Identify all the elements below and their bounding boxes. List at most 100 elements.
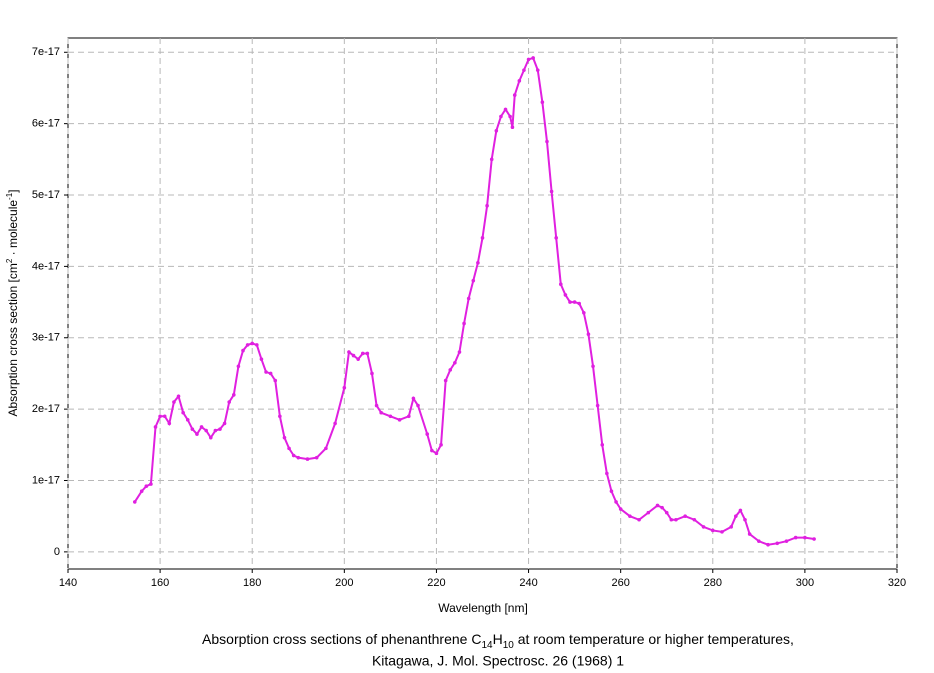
data-point <box>572 300 577 304</box>
data-point <box>568 300 572 304</box>
data-point <box>139 489 144 494</box>
data-point <box>605 471 609 476</box>
data-point <box>489 157 494 162</box>
data-point <box>347 350 351 354</box>
data-point <box>793 535 798 540</box>
data-point <box>595 403 600 408</box>
y-axis-label: Absorption cross section [cm2 · molecule… <box>5 189 21 416</box>
data-point <box>476 261 480 265</box>
data-point <box>812 537 816 541</box>
data-point <box>738 508 743 513</box>
data-point <box>499 114 503 119</box>
data-point <box>582 310 586 315</box>
data-point <box>743 517 747 522</box>
data-point <box>586 332 591 336</box>
data-point <box>540 100 545 105</box>
data-point <box>333 421 337 426</box>
title-sub: 14 <box>481 640 493 651</box>
data-point <box>522 68 526 72</box>
data-point <box>314 455 319 460</box>
title-part: Absorption cross sections of phenanthren… <box>202 631 481 647</box>
data-point <box>669 517 674 522</box>
x-tick-label: 300 <box>796 577 814 589</box>
data-point <box>439 443 443 447</box>
data-point <box>710 528 715 533</box>
data-point <box>360 351 365 356</box>
chart-title: Absorption cross sections of phenanthren… <box>202 631 794 651</box>
data-point <box>222 421 227 426</box>
y-tick-label: 6e-17 <box>32 118 60 130</box>
title-part: H <box>493 631 503 647</box>
y-tick-label: 7e-17 <box>32 46 60 58</box>
data-point <box>747 532 752 536</box>
data-point <box>480 236 485 240</box>
data-point <box>510 125 515 130</box>
data-point <box>734 514 738 518</box>
data-point <box>250 341 255 346</box>
data-point <box>199 425 204 429</box>
data-point <box>370 371 374 376</box>
data-point <box>549 189 554 194</box>
data-point <box>646 510 651 515</box>
data-line <box>133 56 815 546</box>
data-point <box>232 393 236 397</box>
data-point <box>416 403 420 408</box>
data-point <box>153 425 158 429</box>
data-point <box>430 448 434 453</box>
data-point <box>655 503 660 508</box>
data-point <box>683 514 687 518</box>
x-axis-label: Wavelength [nm] <box>438 601 528 615</box>
x-tick-label: 200 <box>335 577 353 589</box>
data-point <box>305 457 310 461</box>
data-point <box>614 500 618 504</box>
data-point <box>190 427 195 431</box>
data-point <box>236 364 241 369</box>
data-point <box>628 514 632 518</box>
data-point <box>443 378 448 383</box>
data-point <box>144 484 149 489</box>
data-point <box>531 56 535 60</box>
data-point <box>609 489 614 494</box>
data-point <box>618 507 623 511</box>
data-point <box>185 418 190 422</box>
data-point <box>204 428 208 433</box>
data-point <box>342 385 347 390</box>
x-tick-label: 140 <box>59 577 77 589</box>
x-tick-label: 280 <box>704 577 722 589</box>
x-tick-label: 160 <box>151 577 169 589</box>
data-point <box>766 542 770 547</box>
data-point <box>241 348 245 353</box>
data-point <box>273 378 278 383</box>
data-point <box>637 517 641 522</box>
data-point <box>208 435 213 440</box>
x-tick-label: 240 <box>519 577 537 589</box>
title-part: at room temperature or higher temperatur… <box>514 631 794 647</box>
data-point <box>176 394 181 399</box>
data-point <box>356 357 360 361</box>
data-point <box>158 414 162 419</box>
data-point <box>803 535 807 540</box>
data-point <box>278 414 282 419</box>
data-point <box>512 93 517 97</box>
data-point <box>701 525 706 529</box>
data-point <box>388 414 393 419</box>
y-tick-label: 4e-17 <box>32 260 60 272</box>
y-tick-label: 3e-17 <box>32 332 60 344</box>
data-point <box>434 451 439 456</box>
data-point <box>674 517 678 522</box>
y-tick-label: 2e-17 <box>32 403 60 415</box>
data-point <box>664 510 669 515</box>
data-point <box>720 530 724 534</box>
x-tick-label: 320 <box>888 577 906 589</box>
data-point <box>255 343 259 347</box>
data-point <box>485 203 489 208</box>
data-point <box>132 500 137 504</box>
data-point <box>213 428 218 433</box>
data-point <box>365 351 370 356</box>
data-point <box>195 432 199 436</box>
data-point <box>181 410 185 415</box>
data-point <box>757 539 761 543</box>
data-point <box>563 293 568 297</box>
data-point <box>374 403 379 408</box>
